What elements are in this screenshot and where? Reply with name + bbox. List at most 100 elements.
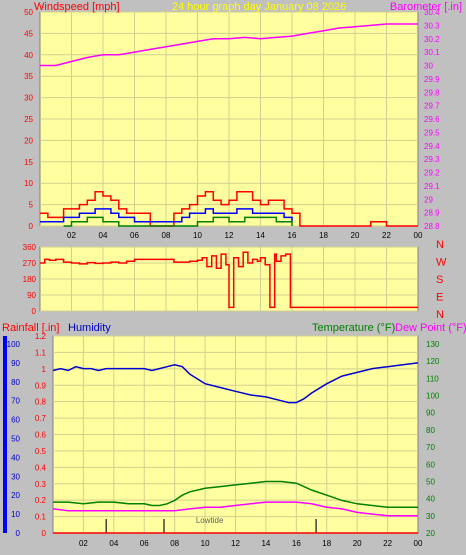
temperature-tick-label: 110 (426, 374, 439, 383)
hour-tick-label: 18 (319, 231, 328, 240)
dewpoint-line (52, 501, 418, 517)
hour-tick-label: 06 (130, 231, 139, 240)
barometer-tick-label: 30.3 (424, 21, 440, 30)
compass-label: N (436, 309, 444, 321)
humidity-tick-label: 100 (7, 340, 21, 349)
hour-tick-label: 08 (162, 231, 171, 240)
direction-degree-ticks: 0 90 180 270 360 (23, 243, 37, 316)
rainfall-tick-label: 0.3 (35, 480, 47, 489)
hour-tick-label: 16 (292, 539, 301, 548)
barometer-tick-label: 29.7 (424, 102, 440, 111)
barometer-tick-label: 29.4 (424, 142, 440, 151)
humidity-tick-label: 20 (11, 491, 20, 500)
temperature-tick-label: 90 (426, 409, 435, 418)
hour-tick-label: 12 (225, 231, 234, 240)
barometer-tick-label: 28.8 (424, 222, 440, 231)
hour-tick-label: 10 (201, 539, 210, 548)
compass-label: W (436, 257, 447, 269)
windspeed-tick-label: 35 (24, 72, 33, 81)
windspeed-tick-label: 20 (24, 136, 33, 145)
windspeed-tick-label: 5 (29, 201, 34, 210)
rainfall-axis-label: Rainfall [.in] (2, 322, 59, 334)
humidity-tick-label: 60 (11, 416, 20, 425)
graph-title: 24 hour graph day January 08 2026 (172, 1, 346, 13)
hour-tick-label: 00 (414, 231, 423, 240)
humidity-axis-bar (3, 336, 7, 533)
tide-markers: Lowtide (105, 516, 317, 533)
rainfall-tick-label: 0.4 (35, 463, 47, 472)
wind-grid (40, 11, 418, 227)
direction-tick-label: 90 (27, 291, 36, 300)
temperature-tick-label: 80 (426, 426, 435, 435)
hour-tick-label: 14 (256, 231, 265, 240)
temperature-axis-ticks: 20 30 40 50 60 70 80 90 100 110 120 130 (426, 340, 440, 538)
temperature-tick-label: 50 (426, 477, 435, 486)
direction-grid (40, 246, 418, 312)
rainfall-tick-label: 0.6 (35, 431, 47, 440)
direction-series (40, 251, 418, 309)
humidity-tick-label: 10 (11, 510, 20, 519)
hour-tick-label: 16 (288, 231, 297, 240)
humidity-tick-label: 80 (11, 378, 20, 387)
humidity-tick-label: 70 (11, 397, 20, 406)
hour-tick-label: 12 (231, 539, 240, 548)
wind-direction-line (40, 251, 418, 309)
temperature-axis-label: Temperature (°F) (312, 322, 395, 334)
windspeed-axis-label: Windspeed [mph] (34, 1, 120, 13)
rainfall-tick-label: 0.9 (35, 381, 47, 390)
temperature-tick-label: 120 (426, 357, 440, 366)
hour-tick-label: 22 (382, 231, 391, 240)
humidity-axis-label: Humidity (68, 322, 111, 334)
humidity-tick-label: 30 (11, 472, 20, 481)
barometer-tick-label: 29.6 (424, 115, 440, 124)
barometer-tick-label: 30.4 (424, 8, 440, 17)
temperature-tick-label: 60 (426, 460, 435, 469)
windspeed-tick-label: 25 (24, 115, 33, 124)
barometer-tick-label: 29 (424, 195, 433, 204)
temperature-tick-label: 130 (426, 340, 440, 349)
windspeed-tick-label: 10 (24, 179, 33, 188)
windspeed-tick-label: 0 (29, 222, 34, 231)
temp-series (52, 362, 419, 534)
barometer-axis-ticks: 28.8 28.9 29 29.1 29.2 29.3 29.4 29.5 29.6 29.7 29… (424, 8, 440, 231)
hour-tick-label: 14 (261, 539, 270, 548)
barometer-tick-label: 30.2 (424, 35, 440, 44)
temperature-tick-label: 20 (426, 529, 435, 538)
hour-tick-label: 18 (322, 539, 331, 548)
temp-hour-ticks: 02 04 06 08 10 12 14 16 18 20 22 00 (79, 539, 423, 548)
windspeed-axis-ticks: 0 5 10 15 20 25 30 35 40 45 50 (24, 8, 33, 231)
rainfall-tick-label: 0.8 (35, 398, 47, 407)
barometer-tick-label: 30.1 (424, 48, 440, 57)
wind-average-line (40, 208, 293, 223)
rainfall-tick-label: 1 (42, 365, 47, 374)
temperature-tick-label: 70 (426, 443, 435, 452)
rainfall-tick-label: 0.2 (35, 496, 47, 505)
rainfall-tick-label: 0.7 (35, 414, 47, 423)
wind-series (40, 191, 418, 227)
compass-label: S (436, 274, 443, 286)
barometer-line (40, 23, 418, 67)
temperature-humidity-panel: Lowtide 0 0.1 0.2 0.3 0.4 0.5 0.6 0.7 0.8 0.9 1 1.1… (2, 322, 466, 548)
temperature-tick-label: 40 (426, 495, 435, 504)
hour-tick-label: 04 (99, 231, 108, 240)
humidity-tick-label: 0 (16, 529, 21, 538)
rainfall-axis-ticks: 0 0.1 0.2 0.3 0.4 0.5 0.6 0.7 0.8 0.9 1 1.1 1.2 (35, 332, 47, 538)
barometer-tick-label: 30 (424, 62, 433, 71)
windspeed-tick-label: 15 (24, 158, 33, 167)
direction-tick-label: 0 (32, 307, 37, 316)
hour-tick-label: 02 (79, 539, 88, 548)
windspeed-tick-label: 45 (24, 29, 33, 38)
hour-tick-label: 04 (109, 539, 118, 548)
lowtide-label: Lowtide (196, 516, 224, 525)
windspeed-tick-label: 50 (24, 8, 33, 17)
hour-tick-label: 08 (170, 539, 179, 548)
rainfall-tick-label: 0.1 (35, 513, 47, 522)
compass-label: E (436, 292, 443, 304)
barometer-tick-label: 29.9 (424, 75, 440, 84)
barometer-tick-label: 29.3 (424, 155, 440, 164)
wind-gust-line (40, 191, 418, 227)
rainfall-tick-label: 0 (42, 529, 47, 538)
